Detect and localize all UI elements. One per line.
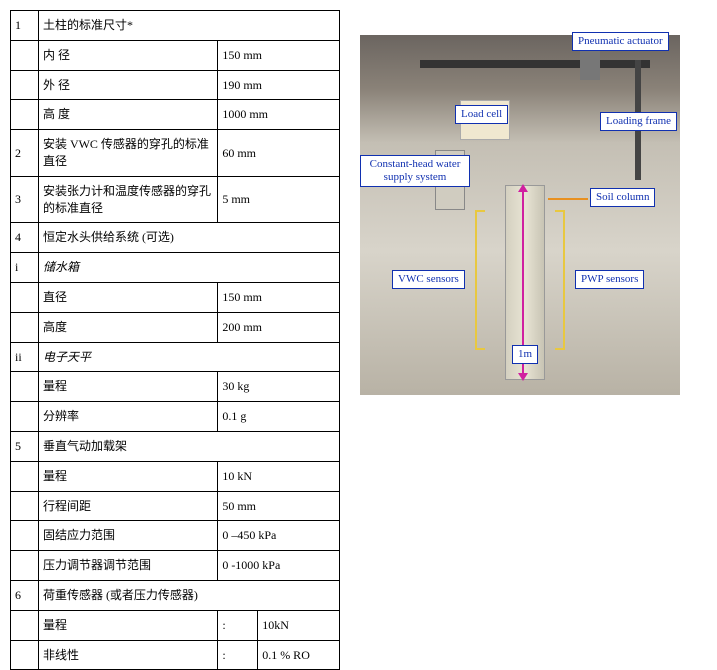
label-soilcol: Soil column xyxy=(590,188,655,207)
row-value: 0.1 % RO xyxy=(258,640,340,670)
row-value: 190 mm xyxy=(218,70,340,100)
row-index: 2 xyxy=(11,130,39,177)
table-row: 高度200 mm xyxy=(11,312,340,342)
row-index: 6 xyxy=(11,580,39,610)
table-row: 6荷重传感器 (或者压力传感器) xyxy=(11,580,340,610)
row-index xyxy=(11,70,39,100)
table-row: 1土柱的标准尺寸* xyxy=(11,11,340,41)
row-value: 10 kN xyxy=(218,461,340,491)
table-row: 3安装张力计和温度传感器的穿孔的标准直径5 mm xyxy=(11,176,340,223)
row-value: 5 mm xyxy=(218,176,340,223)
row-label: 电子天平 xyxy=(38,342,339,372)
table-row: i储水箱 xyxy=(11,253,340,283)
row-value: 150 mm xyxy=(218,282,340,312)
arrow-soil xyxy=(548,198,588,200)
table-row: 非线性:0.1 % RO xyxy=(11,640,340,670)
row-label: 安装 VWC 传感器的穿孔的标准直径 xyxy=(38,130,217,177)
row-value: 0 –450 kPa xyxy=(218,521,340,551)
row-index: ii xyxy=(11,342,39,372)
row-value: 60 mm xyxy=(218,130,340,177)
table-row: 5垂直气动加载架 xyxy=(11,431,340,461)
bracket-vwc xyxy=(475,210,485,350)
table-row: 量程10 kN xyxy=(11,461,340,491)
row-value: 0.1 g xyxy=(218,402,340,432)
row-index: 5 xyxy=(11,431,39,461)
row-value: 0 -1000 kPa xyxy=(218,551,340,581)
row-index: 3 xyxy=(11,176,39,223)
row-value: 200 mm xyxy=(218,312,340,342)
row-label: 高度 xyxy=(38,312,217,342)
row-label: 固结应力范围 xyxy=(38,521,217,551)
row-label: 非线性 xyxy=(38,640,217,670)
row-index xyxy=(11,100,39,130)
row-index: 1 xyxy=(11,11,39,41)
row-index xyxy=(11,521,39,551)
row-label: 恒定水头供给系统 (可选) xyxy=(38,223,339,253)
spec-table: 1土柱的标准尺寸*内 径150 mm外 径190 mm高 度1000 mm2安装… xyxy=(10,10,340,670)
row-label: 垂直气动加载架 xyxy=(38,431,339,461)
row-value: 150 mm xyxy=(218,40,340,70)
table-row: 量程:10kN xyxy=(11,610,340,640)
row-value: 30 kg xyxy=(218,372,340,402)
table-row: 压力调节器调节范围0 -1000 kPa xyxy=(11,551,340,581)
row-label: 土柱的标准尺寸* xyxy=(38,11,339,41)
row-index xyxy=(11,551,39,581)
label-pneumatic: Pneumatic actuator xyxy=(572,32,669,51)
row-index: i xyxy=(11,253,39,283)
row-value: 1000 mm xyxy=(218,100,340,130)
row-label: 量程 xyxy=(38,610,217,640)
table-row: 4恒定水头供给系统 (可选) xyxy=(11,223,340,253)
row-index xyxy=(11,312,39,342)
row-label: 量程 xyxy=(38,372,217,402)
row-value: 10kN xyxy=(258,610,340,640)
bracket-pwp xyxy=(555,210,565,350)
row-index xyxy=(11,610,39,640)
label-loadcell: Load cell xyxy=(455,105,508,124)
row-label: 压力调节器调节范围 xyxy=(38,551,217,581)
label-pwp: PWP sensors xyxy=(575,270,644,289)
row-index xyxy=(11,491,39,521)
row-sep: : xyxy=(218,610,258,640)
row-index xyxy=(11,402,39,432)
row-value: 50 mm xyxy=(218,491,340,521)
row-label: 直径 xyxy=(38,282,217,312)
row-index xyxy=(11,282,39,312)
row-label: 荷重传感器 (或者压力传感器) xyxy=(38,580,339,610)
row-index xyxy=(11,640,39,670)
row-label: 安装张力计和温度传感器的穿孔的标准直径 xyxy=(38,176,217,223)
row-index: 4 xyxy=(11,223,39,253)
row-label: 分辨率 xyxy=(38,402,217,432)
table-row: 固结应力范围0 –450 kPa xyxy=(11,521,340,551)
frame-bar xyxy=(420,60,650,68)
row-label: 内 径 xyxy=(38,40,217,70)
table-row: 2安装 VWC 传感器的穿孔的标准直径60 mm xyxy=(11,130,340,177)
row-index xyxy=(11,40,39,70)
row-label: 量程 xyxy=(38,461,217,491)
row-sep: : xyxy=(218,640,258,670)
label-vwc: VWC sensors xyxy=(392,270,465,289)
table-row: 行程间距50 mm xyxy=(11,491,340,521)
label-water: Constant-head water supply system xyxy=(360,155,470,187)
row-label: 外 径 xyxy=(38,70,217,100)
table-row: 高 度1000 mm xyxy=(11,100,340,130)
annotated-photo: Pneumatic actuator Load cell Loading fra… xyxy=(360,20,690,420)
table-row: ii电子天平 xyxy=(11,342,340,372)
table-row: 外 径190 mm xyxy=(11,70,340,100)
table-row: 直径150 mm xyxy=(11,282,340,312)
row-label: 储水箱 xyxy=(38,253,339,283)
table-row: 内 径150 mm xyxy=(11,40,340,70)
label-loadframe: Loading frame xyxy=(600,112,677,131)
table-row: 分辨率0.1 g xyxy=(11,402,340,432)
row-index xyxy=(11,461,39,491)
row-index xyxy=(11,372,39,402)
label-dim: 1m xyxy=(512,345,538,364)
row-label: 行程间距 xyxy=(38,491,217,521)
row-label: 高 度 xyxy=(38,100,217,130)
table-row: 量程30 kg xyxy=(11,372,340,402)
